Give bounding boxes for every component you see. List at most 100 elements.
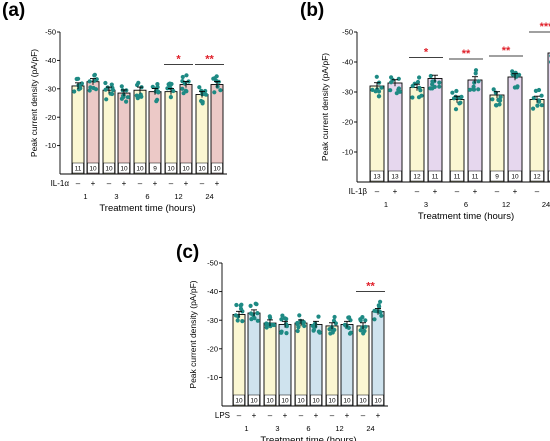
- data-point: [454, 88, 459, 94]
- bar-control: [325, 325, 339, 407]
- data-point: [76, 87, 81, 92]
- data-point: [363, 324, 368, 329]
- data-point: [378, 299, 383, 304]
- data-point: [437, 84, 442, 89]
- data-point: [88, 85, 93, 90]
- treatment-sign: +: [376, 411, 381, 420]
- data-point: [458, 100, 463, 105]
- data-point: [124, 99, 129, 104]
- n-label: 10: [312, 398, 320, 405]
- y-tick-label: -20: [342, 118, 353, 127]
- data-point: [234, 302, 239, 308]
- x-tick-label: 24: [366, 424, 374, 433]
- data-point: [531, 106, 536, 111]
- n-label-box: [310, 394, 322, 406]
- data-point: [92, 72, 97, 77]
- data-point: [155, 82, 160, 87]
- data-point: [125, 95, 130, 100]
- n-label-box: [233, 394, 245, 406]
- data-point: [280, 313, 285, 318]
- n-label: 10: [182, 166, 190, 173]
- treatment-sign: +: [314, 411, 319, 420]
- data-point: [255, 318, 260, 323]
- data-point: [317, 330, 322, 335]
- data-point: [168, 95, 173, 100]
- data-point: [87, 79, 92, 84]
- data-point: [358, 317, 363, 322]
- data-point: [212, 90, 217, 95]
- bar-control: [409, 87, 425, 183]
- data-point: [372, 317, 377, 322]
- data-point: [379, 85, 384, 90]
- data-point: [513, 74, 518, 79]
- data-point: [389, 80, 394, 85]
- n-label: 10: [374, 398, 382, 405]
- bar-treated: [117, 92, 131, 175]
- n-label: 10: [359, 398, 367, 405]
- data-point: [419, 93, 424, 98]
- data-point: [330, 330, 335, 335]
- n-label: 10: [120, 166, 128, 173]
- n-label-box: [450, 170, 464, 182]
- bar-treated: [340, 324, 354, 407]
- n-label-box: [372, 394, 384, 406]
- bar-control: [356, 325, 370, 407]
- data-point: [240, 319, 245, 324]
- data-point: [301, 321, 306, 326]
- treatment-sign: –: [535, 187, 540, 196]
- n-label: 10: [328, 398, 336, 405]
- data-point: [215, 84, 220, 89]
- bar-treated: [86, 81, 100, 175]
- panel-label: (a): [2, 0, 25, 21]
- data-point: [264, 325, 269, 330]
- n-label-box: [370, 170, 384, 182]
- n-label-box: [211, 162, 223, 174]
- treatment-sign: –: [169, 179, 174, 188]
- data-point: [333, 321, 338, 326]
- n-label: 10: [235, 398, 243, 405]
- treatment-sign: +: [252, 411, 257, 420]
- y-tick-label: -30: [207, 316, 218, 325]
- n-label: 13: [391, 174, 399, 181]
- bar-control: [529, 99, 545, 183]
- data-point: [437, 80, 442, 85]
- data-point: [296, 325, 301, 330]
- treatment-sign: –: [299, 411, 304, 420]
- n-label-box: [428, 170, 442, 182]
- n-label: 13: [373, 174, 381, 181]
- y-axis-title: Peak current density (pA/pF): [29, 49, 39, 157]
- treatment-sign: –: [268, 411, 273, 420]
- data-point: [119, 84, 124, 89]
- y-tick-label: -50: [207, 259, 218, 268]
- data-point: [248, 303, 253, 308]
- y-tick-label: -10: [207, 373, 218, 382]
- data-point: [155, 97, 160, 102]
- data-point: [235, 318, 240, 323]
- y-tick-label: -40: [207, 287, 218, 296]
- data-point: [252, 316, 257, 321]
- data-point: [218, 88, 223, 93]
- bar-treated: [371, 311, 385, 407]
- n-label: 10: [281, 398, 289, 405]
- n-label-box: [548, 170, 550, 182]
- n-label-box: [196, 162, 208, 174]
- n-label-box: [508, 170, 522, 182]
- data-point: [453, 107, 459, 112]
- data-point: [432, 79, 437, 84]
- n-label: 9: [153, 166, 157, 173]
- bar-treated: [179, 84, 193, 175]
- treatment-sign: +: [153, 179, 158, 188]
- data-point: [103, 80, 108, 86]
- bar-treated: [467, 79, 483, 183]
- data-point: [135, 82, 140, 88]
- panel-label: (c): [176, 242, 199, 263]
- treatment-sign: –: [76, 179, 81, 188]
- treatment-sign: +: [473, 187, 478, 196]
- panel-label: (b): [300, 0, 324, 21]
- data-point: [535, 103, 540, 108]
- data-point: [467, 87, 473, 92]
- treatment-label: LPS: [215, 411, 230, 420]
- n-label: 10: [136, 166, 144, 173]
- y-axis-title: Peak current density (pA/pF): [320, 53, 330, 161]
- n-label-box: [180, 162, 192, 174]
